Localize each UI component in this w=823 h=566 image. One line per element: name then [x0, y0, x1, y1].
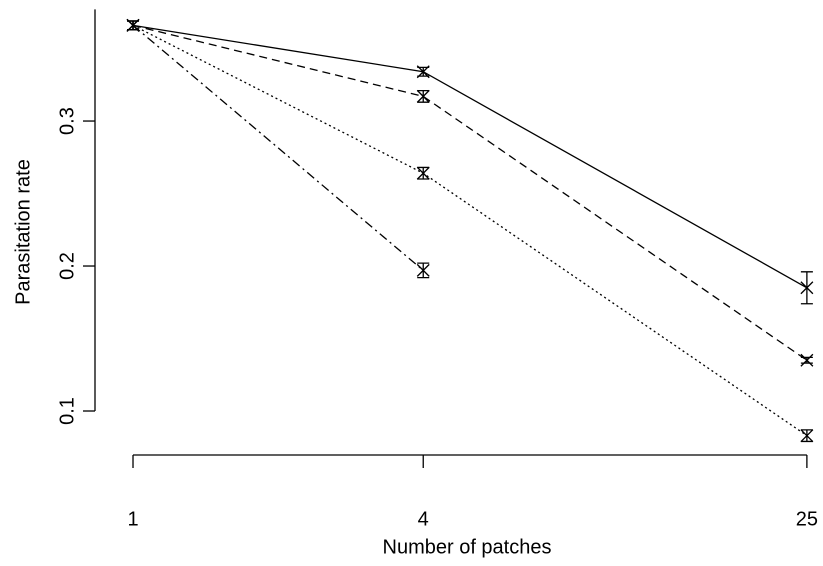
point-marker — [416, 263, 430, 277]
series-line — [132, 24, 808, 361]
x-axis-title: Number of patches — [383, 536, 552, 558]
x-tick-label: 4 — [418, 508, 429, 530]
point-marker — [800, 429, 814, 443]
point-marker — [416, 65, 430, 79]
y-axis-title: Parasitation rate — [12, 159, 34, 305]
y-tick-label: 0.1 — [56, 397, 78, 425]
y-tick-label: 0.2 — [56, 252, 78, 280]
x-tick-label: 25 — [796, 508, 818, 530]
point-marker — [800, 353, 814, 367]
y-tick-label: 0.3 — [56, 107, 78, 135]
point-marker — [416, 166, 430, 180]
series-line — [132, 24, 808, 289]
point-marker — [800, 281, 814, 295]
point-marker — [416, 89, 430, 103]
point-marker — [126, 18, 140, 32]
series-line — [132, 24, 424, 271]
x-tick-label: 1 — [127, 508, 138, 530]
